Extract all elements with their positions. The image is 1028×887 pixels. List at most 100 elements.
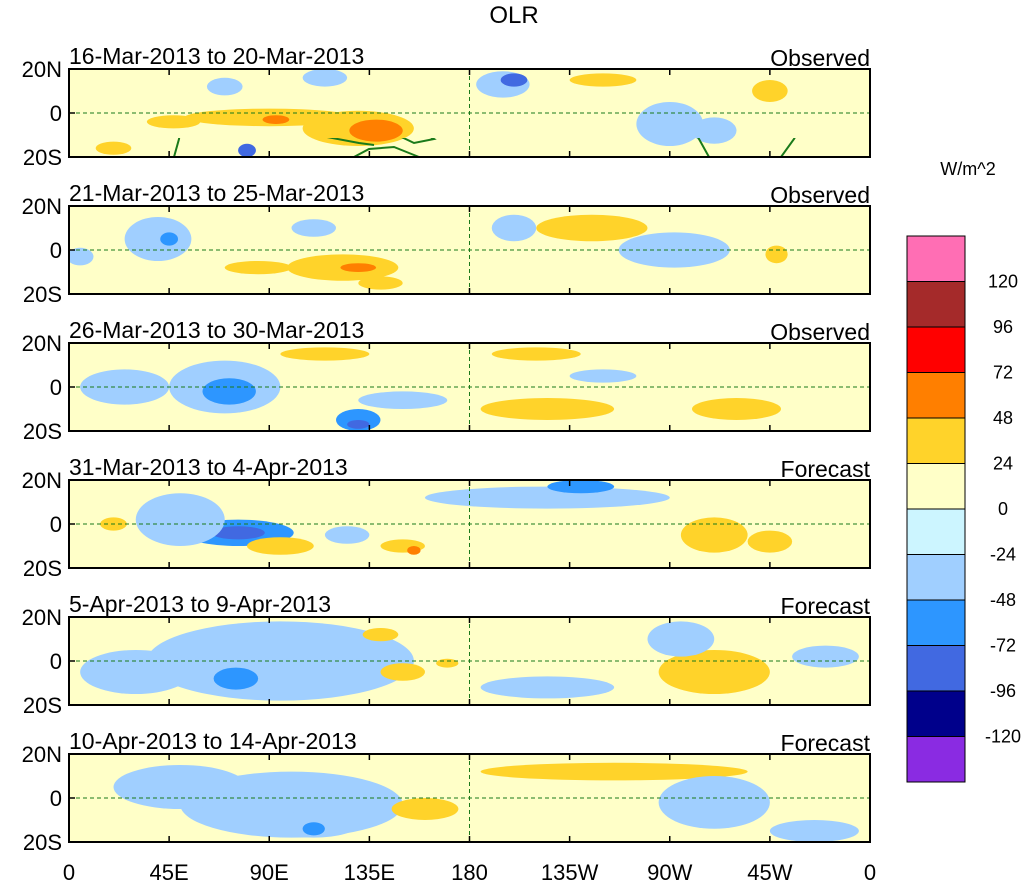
panel-kind-label: Observed [770,319,870,345]
anomaly-patch [302,69,348,87]
anomaly-patch [500,73,528,87]
y-tick-label: 20N [22,742,62,767]
colorbar-swatch [906,372,966,419]
colorbar: W/m^2 120 96 72 48 24 0 -24 -48 -72 -96 -120 [906,159,1021,783]
anomaly-patch [480,676,615,699]
anomaly-patch [224,261,292,275]
colorbar-swatch [906,463,966,510]
anomaly-patch [491,347,581,361]
colorbar-level-label: 48 [993,408,1013,428]
panel-kind-label: Observed [770,45,870,71]
colorbar-level-label: 0 [998,499,1008,519]
y-tick-label: 20S [23,282,62,307]
map-panel: 20N 0 20S 5-Apr-2013 to 9-Apr-2013 Forecast [22,591,871,718]
y-tick-label: 0 [50,375,62,400]
anomaly-patch [349,119,403,142]
colorbar-swatch [906,417,966,464]
colorbar-level-label: -120 [985,727,1021,747]
anomaly-patch [636,102,704,146]
x-tick-label: 90W [647,860,692,885]
colorbar-swatch [906,326,966,373]
anomaly-patch [302,822,325,836]
anomaly-patch [536,214,648,242]
panel-date-range: 10-Apr-2013 to 14-Apr-2013 [69,728,357,754]
anomaly-patch [340,263,377,272]
panel-kind-label: Forecast [781,593,871,619]
anomaly-patch [658,650,770,694]
x-tick-label: 0 [63,860,75,885]
anomaly-patch [491,214,537,242]
panels-group: 20N 0 20S 16-Mar-2013 to 20-Mar-2013 Observe… [22,43,871,855]
colorbar-swatch [906,690,966,737]
y-tick-label: 20N [22,57,62,82]
anomaly-patch [692,117,737,144]
x-tick-label: 135E [344,860,395,885]
y-tick-label: 20S [23,419,62,444]
anomaly-field [113,762,859,842]
anomaly-patch [480,762,748,781]
anomaly-patch [69,247,94,266]
anomaly-patch [391,798,459,820]
anomaly-patch [680,517,748,553]
anomaly-patch [547,480,615,494]
anomaly-patch [407,546,421,555]
colorbar-level-label: 24 [993,454,1013,474]
colorbar-level-label: -72 [990,636,1016,656]
y-tick-label: 20S [23,830,62,855]
anomaly-patch [213,667,259,690]
map-panel: 20N 0 20S 26-Mar-2013 to 30-Mar-2013 Observe… [22,317,871,444]
anomaly-patch [569,73,637,87]
x-tick-label: 0 [864,860,876,885]
anomaly-patch [211,526,265,540]
map-panel: 20N 0 20S 16-Mar-2013 to 20-Mar-2013 Observe… [22,43,871,170]
anomaly-patch [569,369,637,383]
anomaly-patch [80,650,192,694]
anomaly-patch [792,645,859,668]
anomaly-patch [160,232,179,246]
anomaly-patch [436,658,459,668]
y-tick-label: 20N [22,331,62,356]
anomaly-patch [324,526,370,544]
y-tick-label: 0 [50,101,62,126]
anomaly-patch [752,80,788,102]
anomaly-patch [358,391,448,410]
panel-date-range: 26-Mar-2013 to 30-Mar-2013 [69,317,364,343]
panel-date-range: 21-Mar-2013 to 25-Mar-2013 [69,180,364,206]
anomaly-patch [692,398,781,420]
colorbar-level-label: 120 [988,272,1018,292]
anomaly-patch [347,420,370,429]
anomaly-patch [135,493,225,546]
anomaly-patch [202,378,256,405]
panel-date-range: 31-Mar-2013 to 4-Apr-2013 [69,454,348,480]
colorbar-level-label: 96 [993,317,1013,337]
anomaly-patch [747,530,793,553]
anomaly-patch [247,537,314,555]
anomaly-patch [124,217,192,261]
y-tick-label: 20S [23,556,62,581]
map-panel: 20N 0 20S 10-Apr-2013 to 14-Apr-2013 Forecas… [22,728,871,855]
map-panel: 20N 0 20S 31-Mar-2013 to 4-Apr-2013 Forecast [22,454,871,581]
panel-kind-label: Forecast [781,730,871,756]
anomaly-patch [647,621,715,657]
y-tick-label: 0 [50,786,62,811]
y-tick-label: 20N [22,194,62,219]
panel-date-range: 16-Mar-2013 to 20-Mar-2013 [69,43,364,69]
panel-date-range: 5-Apr-2013 to 9-Apr-2013 [69,591,331,617]
anomaly-field [100,480,793,555]
anomaly-patch [113,765,247,809]
anomaly-patch [769,820,859,842]
colorbar-units: W/m^2 [940,159,995,179]
y-tick-label: 20N [22,605,62,630]
colorbar-swatch [906,599,966,646]
anomaly-patch [238,143,256,157]
anomaly-patch [362,628,399,642]
colorbar-swatch [906,736,966,783]
anomaly-patch [425,486,670,509]
anomaly-patch [480,398,615,420]
anomaly-patch [95,141,132,155]
y-tick-label: 20S [23,693,62,718]
x-tick-label: 135W [541,860,599,885]
y-tick-label: 0 [50,649,62,674]
anomaly-patch [380,663,425,681]
